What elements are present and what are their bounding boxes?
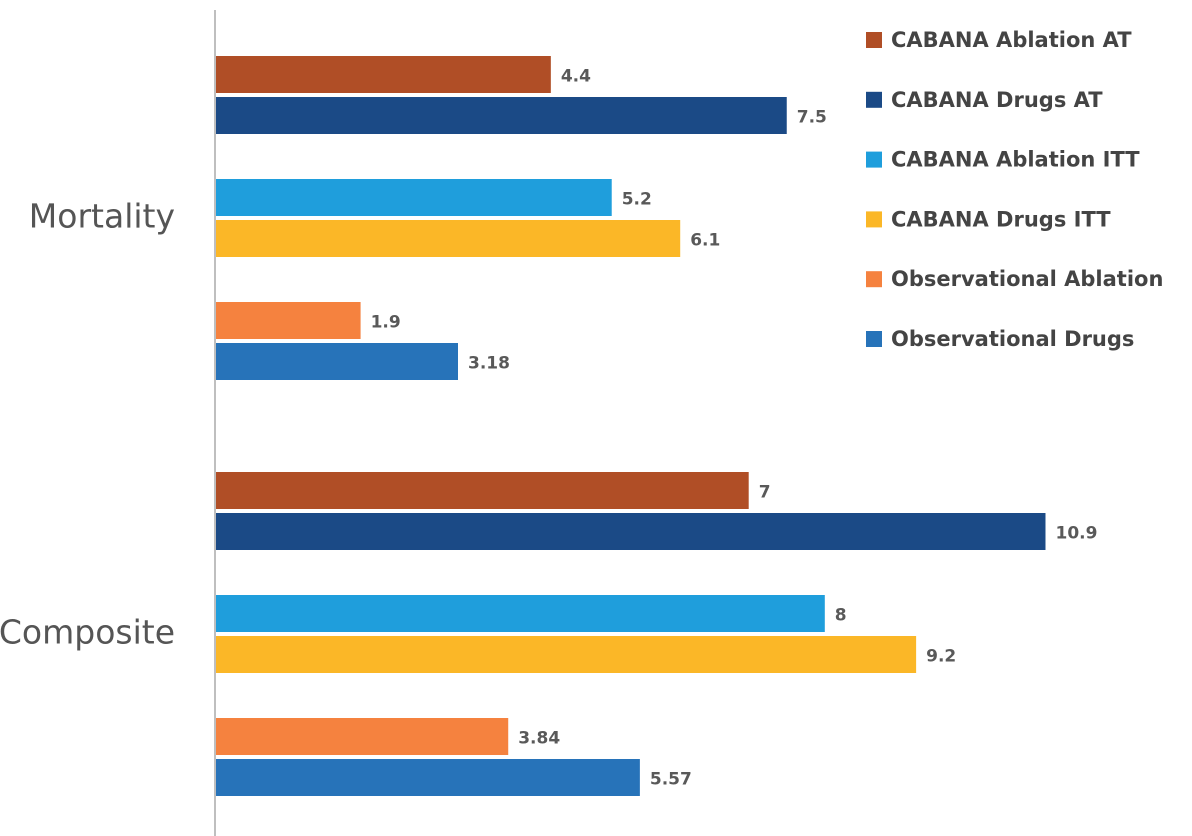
bar [216, 179, 612, 216]
data-label: 5.57 [650, 770, 692, 790]
bar [216, 759, 640, 796]
data-label: 6.1 [690, 231, 720, 251]
bar [216, 302, 361, 339]
legend-label: Observational Drugs [891, 327, 1134, 351]
legend-label: Observational Ablation [891, 267, 1163, 291]
data-label: 3.18 [468, 354, 510, 374]
legend-swatch [866, 32, 882, 48]
data-label: 7 [759, 483, 771, 503]
legend-label: CABANA Drugs ITT [891, 207, 1111, 231]
data-label: 8 [835, 606, 847, 626]
bar [216, 97, 787, 134]
bar [216, 718, 509, 755]
data-label: 10.9 [1055, 524, 1097, 544]
data-label: 4.4 [561, 67, 591, 87]
legend-swatch [866, 211, 882, 228]
data-label: 9.2 [926, 647, 956, 667]
legend-swatch [866, 91, 882, 108]
bar [216, 513, 1046, 550]
category-label: Mortality [29, 197, 175, 236]
bar [216, 595, 825, 632]
legend-label: CABANA Ablation ITT [891, 148, 1140, 172]
bar [216, 343, 458, 380]
data-label: 5.2 [622, 190, 652, 210]
legend-swatch [866, 331, 882, 347]
data-label: 1.9 [371, 313, 401, 333]
bar [216, 472, 749, 509]
legend-label: CABANA Drugs AT [891, 88, 1103, 112]
legend-label: CABANA Ablation AT [891, 28, 1132, 52]
category-label: Composite [0, 613, 175, 652]
data-label: 3.84 [518, 729, 560, 749]
bar [216, 56, 551, 93]
data-label: 7.5 [797, 108, 827, 128]
legend-swatch [866, 271, 882, 288]
bar [216, 636, 917, 673]
bar [216, 220, 681, 257]
legend-swatch [866, 151, 882, 168]
